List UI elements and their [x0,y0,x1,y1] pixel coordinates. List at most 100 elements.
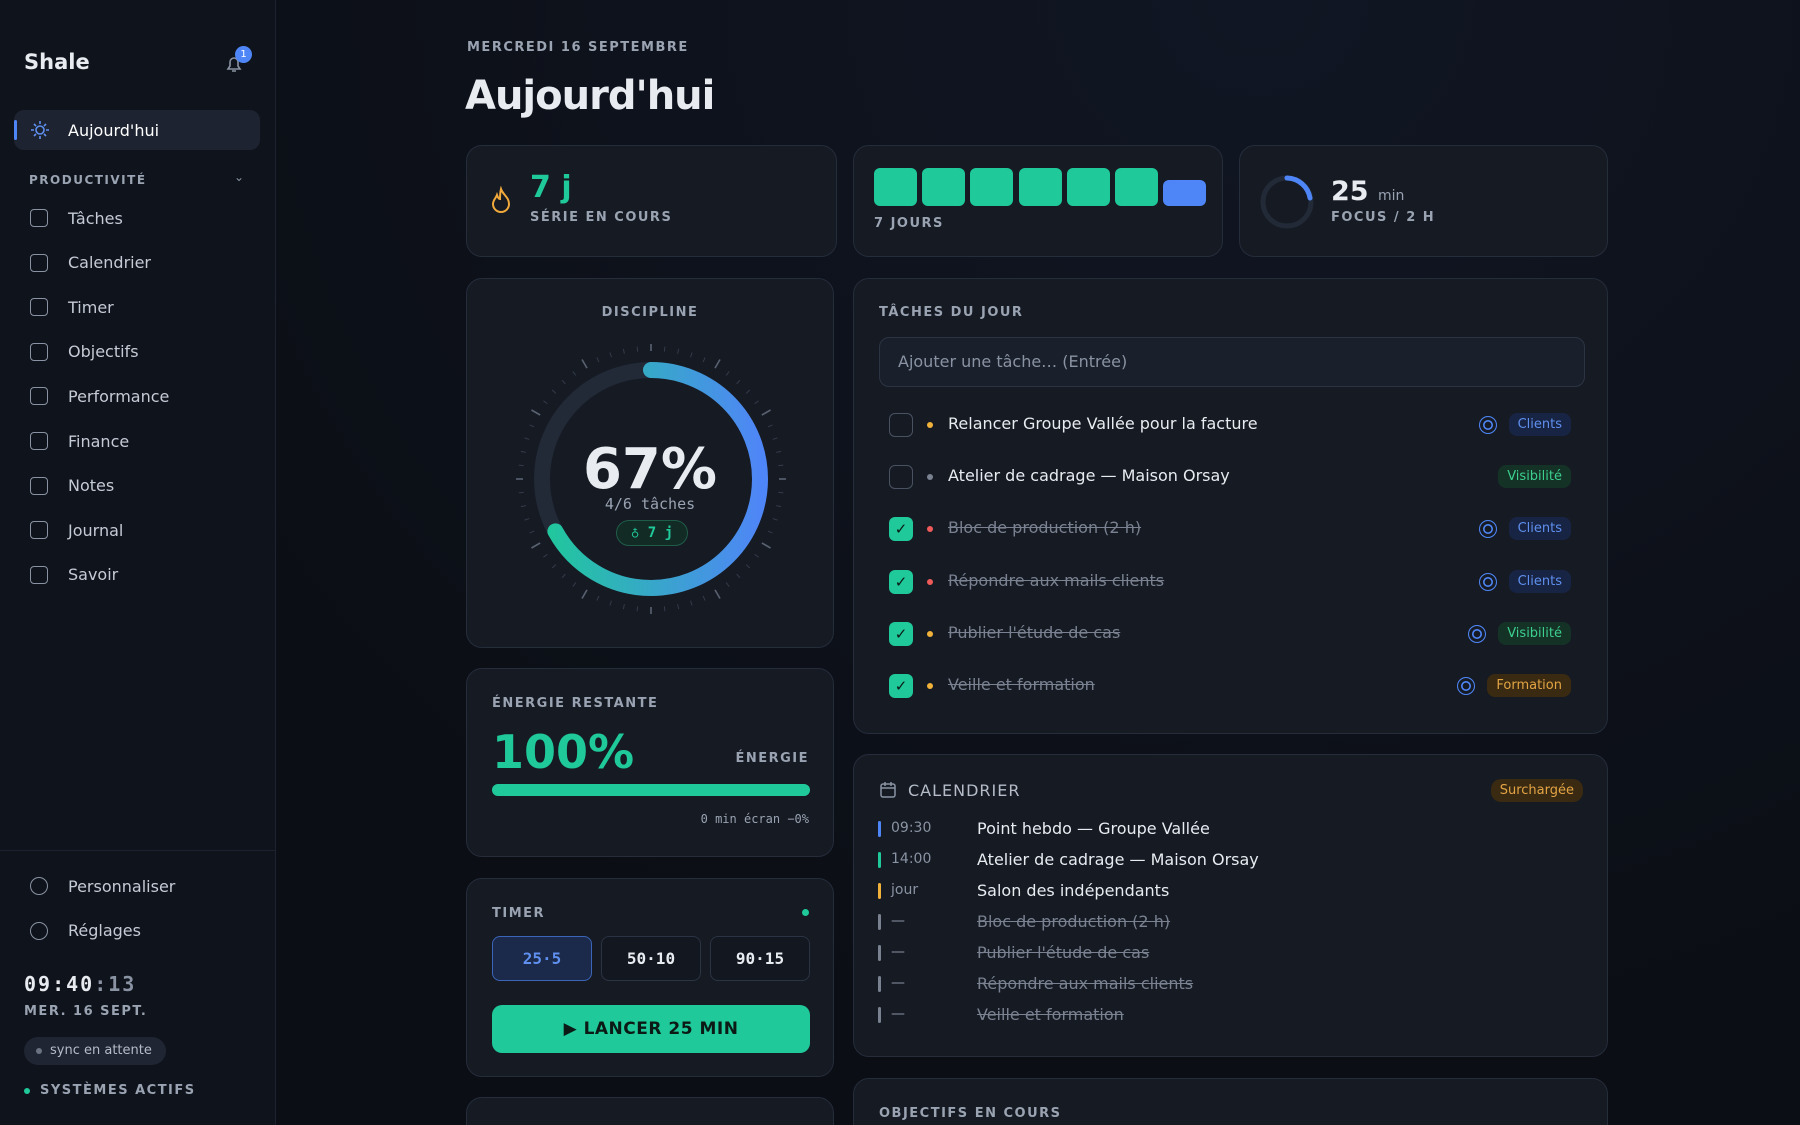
objectives-card: OBJECTIFS EN COURS [853,1078,1608,1125]
icon [30,432,48,450]
icon [30,921,48,940]
dial-tick [677,604,680,610]
checkbox[interactable]: ✓ [889,517,913,542]
dial-tick [596,595,600,601]
dial-tick [622,604,625,610]
nav-item[interactable]: Notes [14,466,260,506]
event-bar [878,914,881,930]
sidebar: Shale 1 Aujourd'hui PRODUCTIVITÉ ⌄ 09:40… [0,0,276,1125]
dial-tick [529,530,535,534]
nav-item[interactable]: Journal [14,510,260,550]
dial-tick [745,564,751,569]
icon [30,298,48,317]
checkbox[interactable] [889,413,913,437]
dial-tick [518,464,524,467]
task-input[interactable]: Ajouter une tâche… (Entrée) [879,337,1585,387]
start-label: LANCER 25 MIN [583,1019,739,1039]
dial-tick [690,352,693,358]
checkbox[interactable]: ✓ [889,621,913,646]
dial-tick [702,357,706,363]
event-time: jour [891,882,919,898]
event-time: — [891,1006,905,1022]
nav-active[interactable]: Aujourd'hui [14,110,260,150]
flame [491,186,511,213]
dial-tick [778,491,784,494]
tasks-card: TÂCHES DU JOUR Ajouter une tâche… (Entré… [853,278,1608,734]
discipline-tasks: 4/6 tâches [604,495,696,513]
energy-bar [492,784,810,796]
task-label: Répondre aux mails clients [948,570,1165,590]
icon [30,476,48,495]
day-bar [874,168,917,206]
dial-tick [690,600,693,606]
focus-card: 25 min FOCUS / 2 H [1239,145,1608,257]
goal-icon [1478,520,1497,539]
nav-item[interactable]: Réglages [14,911,260,951]
status-dot [24,1088,30,1094]
preset[interactable]: 90·15 [710,936,810,981]
placeholder: Ajouter une tâche… (Entrée) [898,352,1128,371]
label: Performance [68,386,170,406]
calendar-icon [880,782,896,798]
checkbox[interactable]: ✓ [889,569,913,594]
dial-tick [636,346,639,352]
dial-tick [551,564,557,569]
event-label: Répondre aux mails clients [977,974,1194,993]
preset[interactable]: 25·5 [492,936,592,981]
dial-tick [714,359,721,369]
streak-label: SÉRIE EN COURS [530,210,673,225]
focus: 25 min [1331,176,1404,207]
icon [31,121,49,139]
page-title: Aujourd'hui [465,73,715,119]
label: Finance [68,431,130,451]
event-time: — [891,975,905,991]
nav-item[interactable]: Calendrier [14,243,260,283]
tag: Clients [1508,569,1571,593]
dial-tick [572,582,577,587]
goal-icon [1468,624,1487,643]
event-label: Point hebdo — Groupe Vallée [977,819,1210,838]
event-time: 09:30 [891,820,932,836]
checkbox[interactable]: ✓ [889,674,913,698]
bell[interactable] [222,52,246,76]
discipline-card: DISCIPLINE 67% 4/6 tâches ♁ 7 j [466,278,834,648]
event-bar [878,1007,881,1023]
dial-tick [581,359,588,369]
discipline-ring [516,344,786,614]
divider [0,850,276,851]
start-button[interactable]: ▶ LANCER 25 MIN [492,1005,810,1053]
goal-icon [1457,677,1476,695]
event-label: Salon des indépendants [977,881,1170,900]
priority-dot [927,474,933,481]
dial-tick [531,409,541,416]
event-bar [878,852,881,868]
objectives-title: OBJECTIFS EN COURS [879,1106,1062,1121]
timer-dot [802,909,809,916]
dial-tick [725,371,730,376]
checkbox[interactable] [889,465,913,490]
nav-item[interactable]: Finance [14,421,260,461]
day-bar [970,168,1014,206]
dial-tick [663,346,666,352]
energy-track [492,784,810,796]
nav-item[interactable]: Personnaliser [14,866,260,906]
nav-item[interactable]: Performance [14,376,260,416]
dial-tick [736,573,741,579]
week-card: 7 JOURS [853,145,1223,257]
preset[interactable]: 50·10 [601,936,701,981]
event-bar [878,945,881,961]
dial-tick [531,542,541,549]
nav-item[interactable]: Savoir [14,555,260,595]
icon [30,565,48,584]
nav-item[interactable]: Objectifs [14,332,260,372]
day-bar [1066,168,1110,206]
dial-tick [524,518,530,521]
event-time: 14:00 [891,851,932,867]
dial-tick [736,379,741,385]
nav-item[interactable]: Tâches [14,198,260,238]
calendar-title: CALENDRIER [908,781,1021,800]
energy-percent: 100% [492,725,635,779]
nav-item[interactable]: Timer [14,287,260,327]
chevron[interactable]: ⌄ [234,170,245,184]
icon [30,342,48,361]
